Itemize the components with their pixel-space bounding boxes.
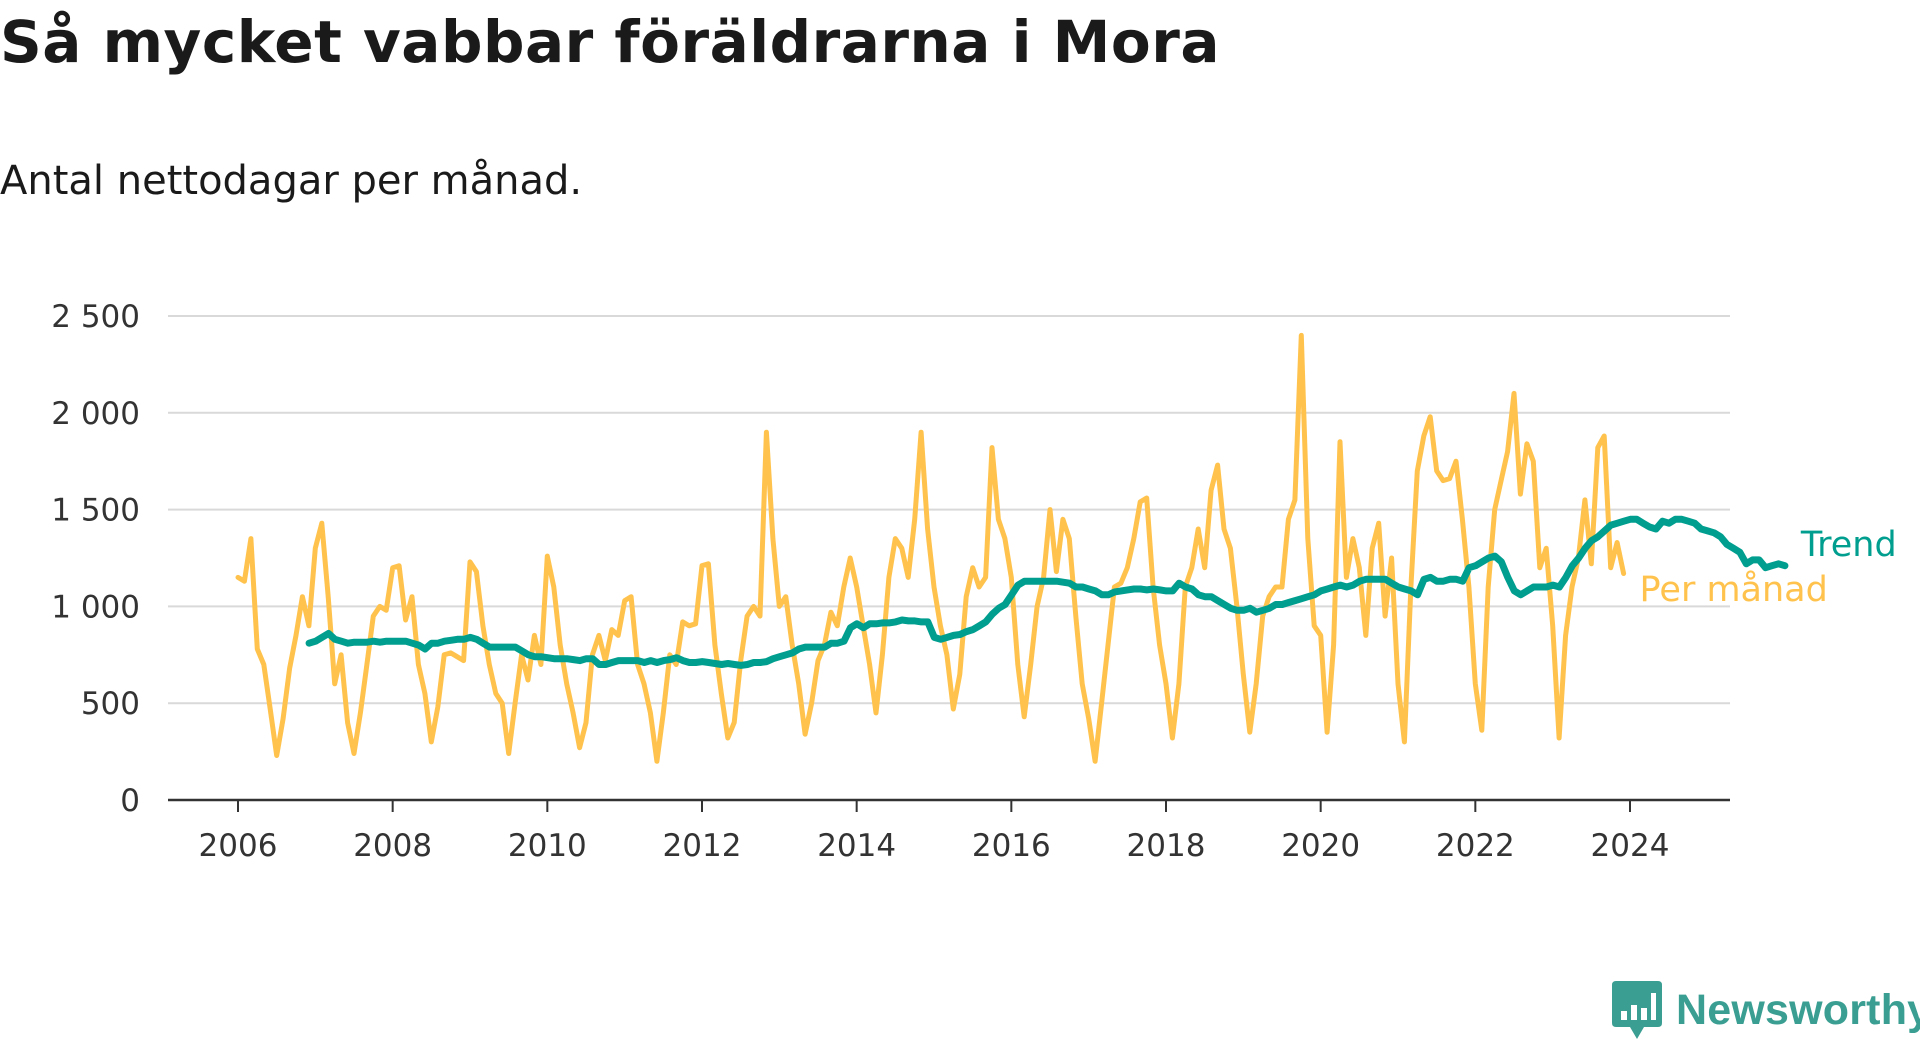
x-tick-label: 2024 — [1591, 828, 1670, 864]
x-axis: 2006 2008 2010 2012 2014 2016 2018 2020 2022 2024 — [168, 798, 1730, 864]
x-tick-label: 2022 — [1436, 828, 1515, 864]
x-tick-label: 2012 — [663, 828, 742, 864]
y-tick-label: 1 000 — [51, 589, 140, 625]
y-axis: 0 500 1 000 1 500 2 000 2 500 — [51, 299, 140, 819]
y-tick-label: 500 — [81, 686, 140, 722]
series-lines — [235, 332, 1789, 764]
y-tick-label: 0 — [120, 783, 140, 819]
trend-label: Trend — [1800, 525, 1897, 565]
chart-title: Så mycket vabbar föräldrarna i Mora — [0, 8, 1220, 76]
brand-name: Newsworthy — [1676, 985, 1920, 1034]
x-tick-label: 2020 — [1281, 828, 1360, 864]
monthly-label: Per månad — [1640, 569, 1828, 610]
newsworthy-logo[interactable]: Newsworthy — [1612, 981, 1920, 1039]
x-tick-label: 2014 — [817, 828, 896, 864]
chart-subtitle: Antal nettodagar per månad. — [0, 158, 583, 204]
x-tick-label: 2018 — [1127, 828, 1206, 864]
trend-series-line — [305, 515, 1789, 669]
newsworthy-logo-icon — [1612, 981, 1662, 1039]
y-tick-label: 2 500 — [51, 299, 140, 335]
x-tick-label: 2016 — [972, 828, 1051, 864]
x-tick-label: 2010 — [508, 828, 587, 864]
y-tick-label: 1 500 — [51, 493, 140, 529]
monthly-series-line — [235, 332, 1627, 764]
y-tick-label: 2 000 — [51, 396, 140, 432]
x-tick-label: 2006 — [199, 828, 278, 864]
x-tick-label: 2008 — [353, 828, 432, 864]
